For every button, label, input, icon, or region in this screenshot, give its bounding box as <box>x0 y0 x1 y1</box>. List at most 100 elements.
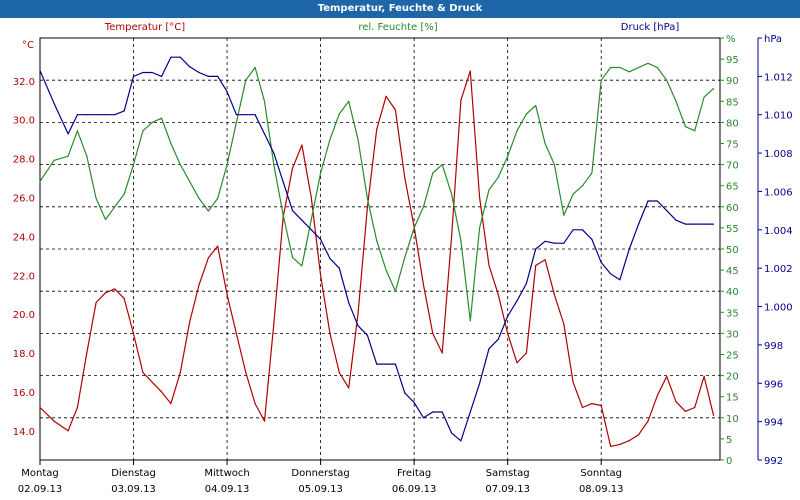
humidity-tick-label: 45 <box>726 266 739 277</box>
data-point <box>572 229 574 231</box>
data-point <box>647 420 649 422</box>
data-point <box>628 248 630 250</box>
data-point <box>656 200 658 202</box>
data-point <box>600 404 602 407</box>
data-point <box>451 432 453 434</box>
data-point <box>198 197 200 199</box>
data-point <box>114 288 116 290</box>
data-point <box>320 172 322 174</box>
data-point <box>694 130 696 132</box>
data-point <box>488 348 490 350</box>
data-point <box>189 66 191 68</box>
data-point <box>460 99 462 101</box>
data-point <box>235 121 237 123</box>
data-point <box>666 210 668 212</box>
data-point <box>619 66 621 69</box>
data-point <box>404 392 406 394</box>
data-point <box>591 238 593 240</box>
humidity-tick-label: 5 <box>726 435 732 446</box>
data-point <box>544 142 546 145</box>
x-tick-label-day: Mittwoch <box>204 468 249 479</box>
humidity-tick-label: 25 <box>726 351 739 362</box>
data-point <box>572 193 574 195</box>
data-point <box>320 274 322 276</box>
data-point <box>581 229 584 231</box>
data-point <box>581 185 584 187</box>
data-point <box>217 245 219 247</box>
data-point <box>320 238 322 240</box>
data-point <box>516 130 518 132</box>
data-point <box>161 391 163 393</box>
data-point <box>479 227 481 229</box>
data-point <box>217 75 219 77</box>
data-point <box>497 176 499 178</box>
data-point <box>422 284 425 286</box>
data-point <box>273 164 275 166</box>
data-point <box>703 375 705 377</box>
temperature-unit-label: °C <box>22 40 34 51</box>
data-point <box>675 401 677 403</box>
x-tick-label-date: 05.09.13 <box>298 484 343 495</box>
data-point <box>376 128 378 130</box>
data-point <box>610 445 612 447</box>
data-point <box>76 406 78 409</box>
data-point <box>535 264 537 267</box>
x-tick-label-date: 04.09.13 <box>205 484 250 495</box>
x-tick-label-day: Donnerstag <box>291 468 349 479</box>
data-point <box>666 79 668 81</box>
humidity-tick-label: 30 <box>726 329 739 340</box>
pressure-series-label: Druck [hPa] <box>621 22 680 33</box>
data-point <box>123 298 125 300</box>
pressure-tick-label: 1.010 <box>764 111 793 122</box>
x-tick-label-date: 06.09.13 <box>392 484 437 495</box>
humidity-tick-label: 65 <box>726 182 739 193</box>
humidity-tick-label: 95 <box>726 55 739 66</box>
data-point <box>282 181 284 183</box>
data-point <box>245 371 247 374</box>
x-tick-label-date: 03.09.13 <box>111 484 156 495</box>
data-point <box>432 411 434 413</box>
data-point <box>553 242 556 244</box>
humidity-tick-label: 40 <box>726 287 739 298</box>
data-point <box>507 315 509 317</box>
data-point <box>469 320 471 322</box>
data-point <box>170 142 172 145</box>
data-point <box>245 114 247 116</box>
temperature-tick-label: 24.0 <box>13 232 35 243</box>
data-point <box>432 172 434 174</box>
data-point <box>563 214 565 216</box>
data-point <box>179 371 181 374</box>
data-point <box>273 323 275 325</box>
chart-title: Temperatur, Feuchte & Druck <box>0 0 800 18</box>
data-point <box>525 352 528 354</box>
data-point <box>488 189 490 191</box>
data-point <box>53 420 55 422</box>
data-point <box>161 75 163 77</box>
humidity-tick-label: % <box>726 34 736 45</box>
data-point <box>291 210 294 212</box>
data-point <box>95 197 97 199</box>
data-point <box>684 126 687 128</box>
x-tick-label-day: Montag <box>21 468 58 479</box>
data-point <box>263 100 266 102</box>
data-point <box>591 172 593 174</box>
data-point <box>553 164 556 166</box>
data-point <box>394 109 396 111</box>
x-tick-label-day: Sonntag <box>580 468 622 479</box>
data-point <box>151 71 153 74</box>
data-point <box>516 300 518 302</box>
data-point <box>516 362 518 364</box>
data-point <box>712 223 715 225</box>
data-point <box>39 70 41 72</box>
data-point <box>647 62 649 64</box>
data-point <box>394 363 396 365</box>
data-point <box>507 155 509 157</box>
humidity-tick-label: 55 <box>726 224 739 235</box>
data-point <box>161 117 163 119</box>
data-point <box>104 114 107 116</box>
data-point <box>179 164 181 166</box>
data-point <box>488 264 490 267</box>
series-line <box>39 70 715 447</box>
data-point <box>619 443 621 445</box>
